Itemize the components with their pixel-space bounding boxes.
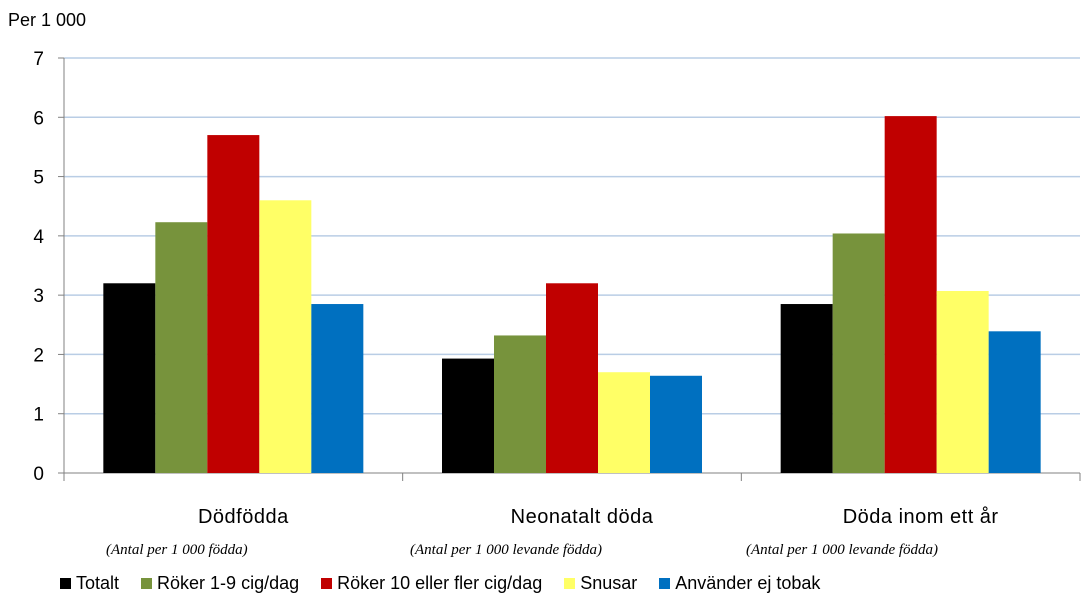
bar <box>546 283 598 473</box>
y-tick-label: 3 <box>33 286 44 307</box>
category-note-1: (Antal per 1 000 födda) <box>106 542 248 558</box>
legend-item: Använder ej tobak <box>659 573 820 594</box>
legend-label: Använder ej tobak <box>675 573 821 593</box>
bar <box>103 283 156 473</box>
y-tick-label: 7 <box>33 49 44 70</box>
bar <box>988 331 1041 473</box>
bar <box>650 375 702 473</box>
category-note-3: (Antal per 1 000 levande födda) <box>746 542 939 558</box>
y-tick-label: 1 <box>33 405 44 426</box>
bar <box>155 222 208 473</box>
bar <box>442 358 494 473</box>
category-label: Neonatalt döda <box>511 506 654 528</box>
bar <box>494 335 546 473</box>
bar <box>832 233 885 473</box>
legend-swatch <box>60 578 71 589</box>
legend-item: Röker 10 eller fler cig/dag <box>321 573 542 594</box>
bar <box>598 372 650 473</box>
legend-label: Röker 1-9 cig/dag <box>157 573 300 593</box>
y-axis-label: Per 1 000 <box>8 10 87 30</box>
bar <box>259 200 312 474</box>
legend-item: Totalt <box>60 573 119 594</box>
category-note-2: (Antal per 1 000 levande födda) <box>410 542 603 558</box>
legend-swatch <box>321 578 333 589</box>
legend-label: Snusar <box>580 573 638 593</box>
legend-swatch <box>659 578 671 589</box>
bar <box>936 290 989 473</box>
category-label: Dödfödda <box>198 506 289 528</box>
y-tick-label: 0 <box>33 464 44 485</box>
legend-swatch <box>564 578 576 589</box>
y-tick-label: 6 <box>33 108 44 129</box>
legend-label: Röker 10 eller fler cig/dag <box>337 573 543 593</box>
legend-label: Totalt <box>76 573 120 593</box>
legend-item: Snusar <box>564 573 637 594</box>
bar <box>311 304 364 473</box>
legend-swatch <box>141 578 153 589</box>
y-tick-label: 5 <box>33 168 44 189</box>
legend: Totalt Röker 1-9 cig/dag Röker 10 eller fl… <box>60 573 842 594</box>
bar <box>780 304 833 473</box>
bar <box>884 116 937 473</box>
bar <box>207 135 260 474</box>
y-tick-label: 2 <box>33 345 44 366</box>
y-tick-label: 4 <box>33 227 44 248</box>
legend-item: Röker 1-9 cig/dag <box>141 573 299 594</box>
category-label: Döda inom ett år <box>843 506 999 528</box>
